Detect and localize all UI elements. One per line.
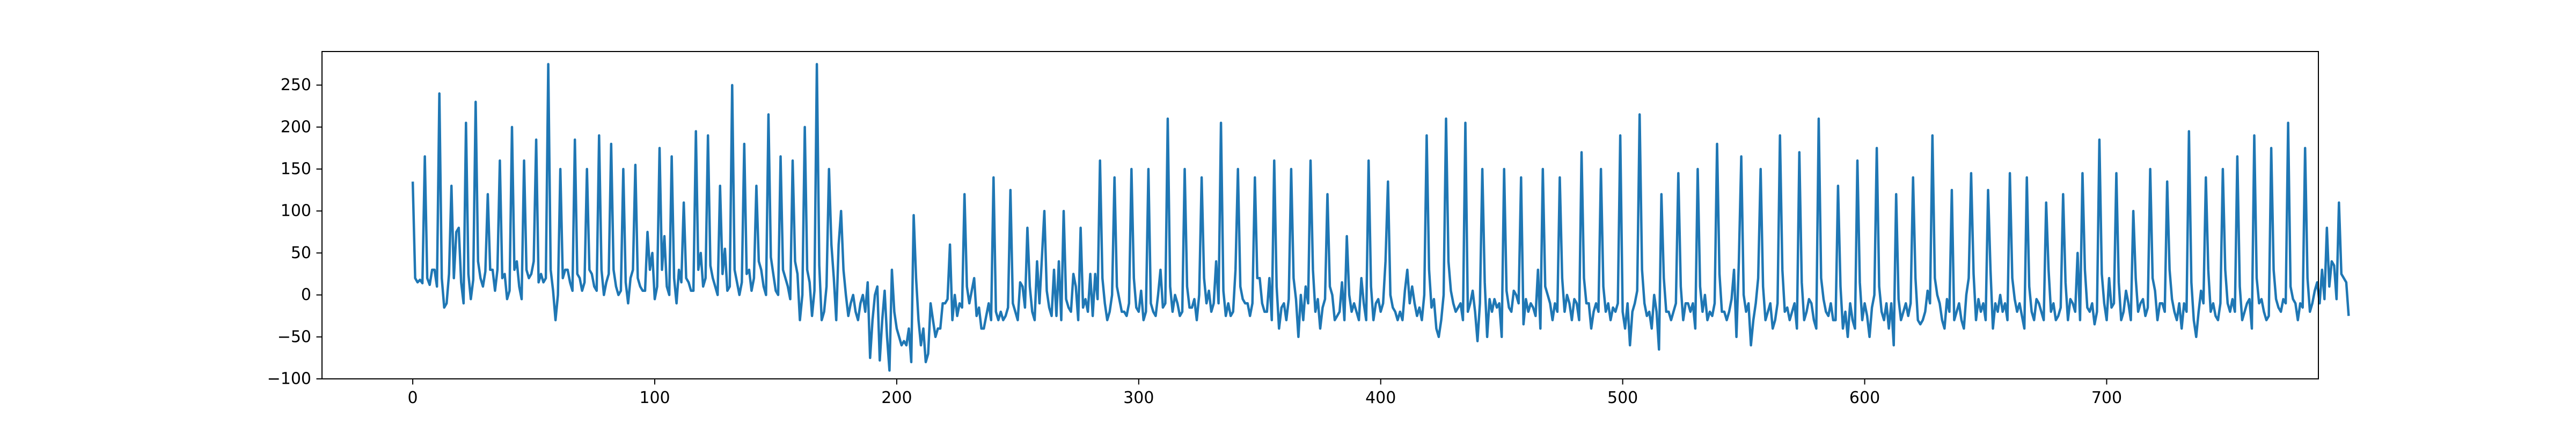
plot-frame xyxy=(321,51,2319,379)
plot-content xyxy=(411,63,2350,372)
y-tick-label: 0 xyxy=(301,285,311,304)
y-tick-label: 150 xyxy=(281,159,311,178)
y-tick-label: 250 xyxy=(281,76,311,94)
y-tick-label: 50 xyxy=(291,244,311,262)
x-tick-label: 0 xyxy=(408,389,418,407)
x-axis: 0 100 200 300 400 500 600 700 xyxy=(408,379,2122,407)
y-axis: −100 −50 0 50 100 150 200 250 xyxy=(267,76,322,389)
x-tick-label: 600 xyxy=(1849,389,1880,407)
series-line-0 xyxy=(411,63,2350,372)
x-tick-label: 500 xyxy=(1607,389,1638,407)
x-tick-label: 100 xyxy=(639,389,670,407)
x-tick-label: 300 xyxy=(1123,389,1154,407)
y-tick-label: −50 xyxy=(277,327,311,346)
y-tick-label: 200 xyxy=(281,118,311,136)
y-tick-label: 100 xyxy=(281,202,311,221)
x-tick-label: 200 xyxy=(881,389,912,407)
x-tick-label: 700 xyxy=(2091,389,2122,407)
y-tick-label: −100 xyxy=(267,370,311,389)
x-tick-label: 400 xyxy=(1365,389,1396,407)
